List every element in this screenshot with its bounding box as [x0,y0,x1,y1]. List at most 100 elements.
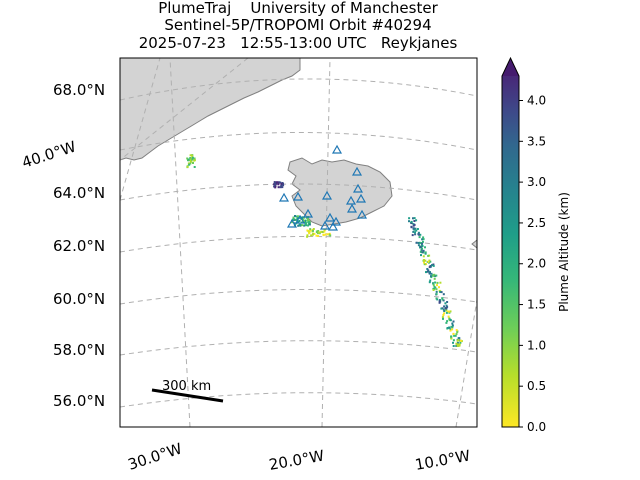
plume-pixel [443,312,446,315]
plume-pixel [432,284,435,287]
plume-pixel [411,234,414,237]
plume-pixel [413,217,416,220]
title-line-1: PlumeTraj University of Manchester [158,0,438,17]
plume-pixel [192,157,195,160]
triangle-icon [294,214,306,224]
plume-pixel [446,310,449,313]
plume-pixel [410,222,413,225]
plume-pixel [426,268,429,270]
colorbar-tick-label: 1.0 [527,338,546,352]
colorbar-label: Plume Altitude (km) [557,192,571,312]
plume-pixel [279,181,282,184]
plume-pixel [189,159,192,162]
plume-pixel [449,328,452,331]
plume-pixel [418,241,421,244]
plume-pixel [295,215,298,218]
plume-pixel [445,304,448,307]
triangle-icon [352,183,364,193]
lon-label-20w: 20.0°W [268,447,326,474]
plume-pixel [193,157,196,160]
colorbar-tick-label: 2.0 [527,257,546,271]
plume-pixel [189,157,192,159]
plume-pixel [451,326,454,329]
plume-pixel [425,263,427,266]
plume-pixel [304,224,307,227]
plume-pixel [305,222,308,225]
plume-pixel [428,259,431,262]
plume-pixel [417,233,420,236]
plume-pixel [432,263,435,266]
colorbar-extend-arrow [502,58,519,76]
plume-pixel [433,285,436,288]
plume-pixel [280,183,283,185]
plume-pixel [432,287,435,290]
plume-pixel [435,297,438,300]
plume-pixel [440,307,443,310]
plume-pixel [308,223,311,226]
plume-pixel [281,186,284,189]
plume-pixel [456,341,459,344]
plume-pixel [420,249,423,251]
plume-pixel [322,234,325,237]
plume-pixel [297,224,300,227]
lat-label-60: 60.0°N [53,290,105,308]
plume-pixel [410,220,413,223]
plume-pixel [455,329,458,332]
plume-pixel [329,234,332,237]
plume-pixel [445,311,448,314]
plume-pixel [434,281,437,284]
plume-pixel [434,275,437,278]
plume-pixel [297,215,299,218]
plume-pixel [435,293,438,296]
plume-pixel [312,229,314,232]
plume-pixel [308,232,311,235]
triangle-icon [278,192,290,202]
plume-pixel [427,254,430,257]
plume-pixel [457,337,460,340]
plume-pixel [456,343,459,346]
lat-label-64: 64.0°N [53,184,105,202]
plume-pixel [186,166,189,168]
plume-pixel [435,288,438,291]
plume-pixel [277,183,280,186]
plume-pixel [432,264,435,267]
plume-pixel [458,344,461,347]
colorbar-tick-label: 0.0 [527,420,546,434]
plume-pixel [452,332,455,335]
colorbar-frame [501,56,520,428]
plume-pixel [451,324,454,327]
plume-pixel [274,183,277,186]
plume-pixel [422,238,425,241]
plume-pixel [323,230,326,233]
plume-pixel [452,339,455,342]
plume-pixel [424,259,427,262]
plume-pixel [424,251,427,254]
plume-pixel [451,328,454,331]
plume-pixel [449,310,452,313]
plume-pixel [328,232,331,235]
plume-pixel [452,320,455,323]
plume-pixel [438,301,441,304]
plume-pixel [277,186,280,189]
plume-pixel [419,246,422,249]
plume-pixel [421,238,424,241]
plume-pixel [303,216,306,219]
colorbar-tick-label: 2.5 [527,216,546,230]
plume-pixel [420,254,422,257]
plume-pixel [422,240,424,243]
plume-pixel [448,317,451,320]
plume-pixel [440,291,443,294]
plume-pixel [428,281,431,284]
triangle-icon [331,144,343,154]
plume-pixel [324,233,327,236]
colorbar: 0.0 0.5 1.0 1.5 2.0 2.5 3.0 3.5 4.0 Plume Altitu… [501,56,571,434]
plume-pixel [277,181,280,184]
plume-pixel [447,315,450,318]
triangle-icon [346,203,358,213]
plume-pixel [448,326,451,329]
plume-pixel [436,284,438,287]
plume-pixel [422,249,425,252]
plume-pixel [193,166,196,168]
greenland-landmass [120,58,301,161]
